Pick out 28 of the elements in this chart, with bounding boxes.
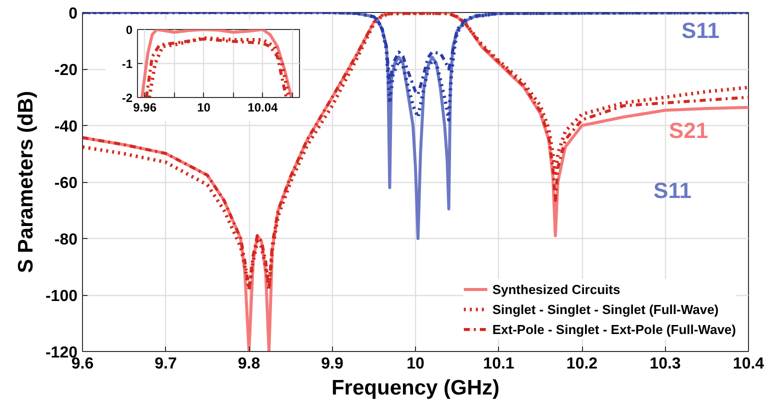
x-tick-label: 10.04 bbox=[248, 100, 278, 114]
x-tick-label: 10.1 bbox=[483, 356, 514, 372]
legend-label: Synthesized Circuits bbox=[492, 282, 620, 296]
y-tick-label: -100 bbox=[45, 288, 78, 305]
y-tick-label: -40 bbox=[54, 118, 78, 136]
x-axis-title: Frequency (GHz) bbox=[331, 376, 500, 400]
x-tick-label: 9.8 bbox=[238, 356, 260, 372]
y-tick-label: -60 bbox=[54, 175, 78, 192]
y-axis-title: S Parameters (dB) bbox=[14, 90, 38, 274]
x-tick-label: 10.2 bbox=[566, 356, 598, 372]
annotation: S11 bbox=[682, 18, 720, 43]
annotation: S21 bbox=[668, 118, 708, 143]
x-tick-label: 10 bbox=[406, 356, 424, 372]
y-tick-label: -2 bbox=[122, 91, 133, 105]
x-tick-label: 9.7 bbox=[154, 356, 177, 372]
x-tick-label: 10.4 bbox=[732, 356, 764, 372]
y-tick-label: -1 bbox=[122, 57, 133, 71]
x-tick-label: 9.96 bbox=[133, 100, 157, 114]
x-tick-label: 10.3 bbox=[650, 356, 681, 372]
legend-label: Ext-Pole - Singlet - Ext-Pole (Full-Wave) bbox=[492, 322, 736, 336]
x-tick-label: 10 bbox=[197, 100, 211, 114]
annotation: S11 bbox=[654, 178, 692, 203]
y-tick-label: -80 bbox=[54, 232, 78, 248]
y-tick-label: 0 bbox=[68, 6, 78, 22]
y-tick-label: -20 bbox=[54, 62, 78, 79]
legend-label: Singlet - Singlet - Singlet (Full-Wave) bbox=[492, 302, 719, 316]
x-tick-label: 9.9 bbox=[321, 356, 344, 372]
y-tick-label: 0 bbox=[126, 23, 133, 37]
